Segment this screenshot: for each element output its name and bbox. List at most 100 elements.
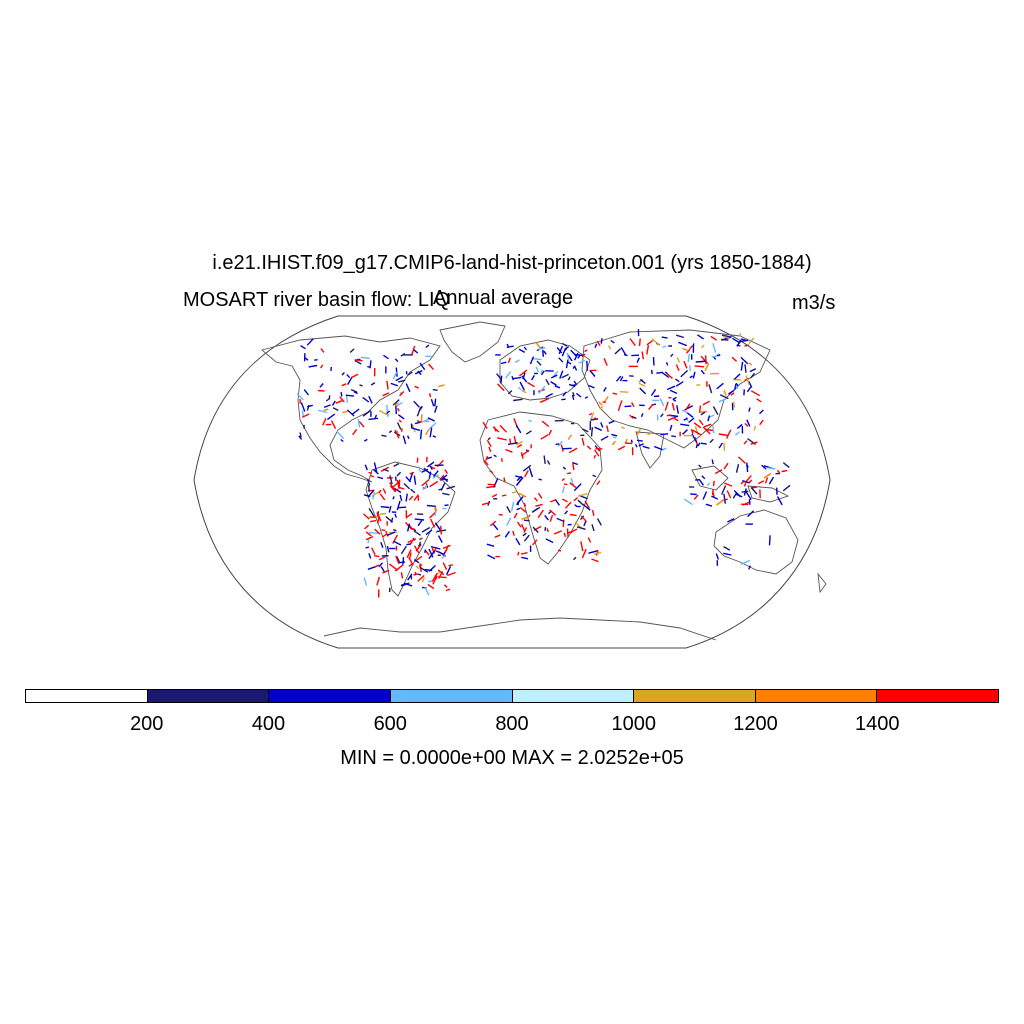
river-segment <box>407 573 413 581</box>
river-segment <box>400 428 403 432</box>
river-segment <box>540 370 545 376</box>
river-segment <box>651 338 660 346</box>
river-segment <box>735 464 740 473</box>
river-segment <box>756 398 762 403</box>
river-segment <box>728 389 735 395</box>
colorbar-tick-label: 1000 <box>611 713 657 735</box>
river-segment <box>427 580 433 583</box>
river-segment <box>487 437 491 441</box>
river-segment <box>413 349 419 354</box>
river-segment <box>500 361 507 365</box>
river-segment <box>521 375 528 383</box>
river-segment <box>442 562 448 571</box>
river-segment <box>314 359 318 361</box>
river-segment <box>380 506 390 509</box>
river-segment <box>661 336 668 339</box>
river-segment <box>362 409 372 417</box>
river-segment <box>745 475 752 482</box>
river-segment <box>716 354 721 357</box>
river-segment <box>748 337 755 345</box>
river-segment <box>573 483 582 492</box>
river-segment <box>360 356 370 360</box>
river-segment <box>341 383 347 387</box>
river-segment <box>671 402 675 411</box>
river-segment <box>434 510 437 517</box>
river-segment <box>722 335 731 340</box>
river-segment <box>569 513 577 517</box>
river-segment <box>400 583 406 587</box>
river-segment <box>562 466 567 470</box>
river-segment <box>517 386 522 391</box>
river-segment <box>744 377 749 382</box>
river-segment <box>413 530 421 536</box>
river-segment <box>307 404 313 408</box>
river-segment <box>413 545 420 554</box>
river-segment <box>498 513 503 516</box>
river-segment <box>364 464 368 471</box>
river-segment <box>414 385 419 389</box>
river-segment <box>704 355 707 365</box>
river-segment <box>753 425 757 431</box>
river-segment <box>646 340 654 346</box>
river-segment <box>365 546 370 549</box>
river-segment <box>393 540 402 546</box>
river-segment <box>413 559 420 564</box>
river-segment <box>577 493 588 497</box>
river-segment <box>369 519 377 523</box>
river-segment <box>388 430 393 434</box>
river-segment <box>686 412 694 418</box>
river-segment <box>442 492 450 496</box>
river-segment <box>485 455 489 461</box>
river-segment <box>736 344 741 347</box>
river-segment <box>743 488 747 496</box>
river-segment <box>398 486 405 490</box>
river-segment <box>614 348 622 355</box>
river-segment <box>559 370 564 379</box>
river-segment <box>393 528 397 532</box>
river-segment <box>491 493 498 498</box>
river-segment <box>589 370 596 377</box>
river-segment <box>660 433 669 436</box>
river-segment <box>718 433 729 437</box>
river-segment <box>750 372 756 379</box>
river-segment <box>555 443 560 446</box>
river-segment <box>428 548 434 558</box>
river-segment <box>518 348 526 354</box>
river-segment <box>517 551 520 556</box>
river-segment <box>740 481 744 485</box>
river-segment <box>682 429 688 435</box>
river-segment <box>368 395 373 404</box>
river-segment <box>535 503 543 507</box>
river-segment <box>711 354 721 358</box>
river-segment <box>409 472 414 482</box>
river-segment <box>725 429 732 439</box>
river-segment <box>553 530 562 535</box>
river-segment <box>647 432 653 436</box>
river-segment <box>564 501 572 509</box>
river-segment <box>705 503 713 507</box>
river-segment <box>386 410 391 415</box>
river-segment <box>368 417 379 421</box>
river-segment <box>573 352 579 361</box>
river-segment <box>418 537 423 541</box>
river-segment <box>394 513 397 518</box>
river-segment <box>345 394 355 397</box>
river-segment <box>434 522 441 531</box>
river-segment <box>417 574 425 582</box>
river-segment <box>410 488 416 494</box>
river-segment <box>376 576 380 586</box>
river-segment <box>748 479 753 484</box>
river-segment <box>406 435 410 440</box>
river-segment <box>670 353 674 358</box>
river-segment <box>535 366 540 373</box>
river-segment <box>339 396 345 403</box>
river-segment <box>698 419 704 426</box>
river-segment <box>750 390 761 397</box>
river-segment <box>634 443 638 448</box>
colorbar <box>25 689 999 703</box>
river-segment <box>487 483 496 486</box>
river-segment <box>727 517 735 523</box>
river-segment <box>580 541 584 552</box>
river-segment <box>405 476 412 483</box>
river-segment <box>426 461 435 468</box>
